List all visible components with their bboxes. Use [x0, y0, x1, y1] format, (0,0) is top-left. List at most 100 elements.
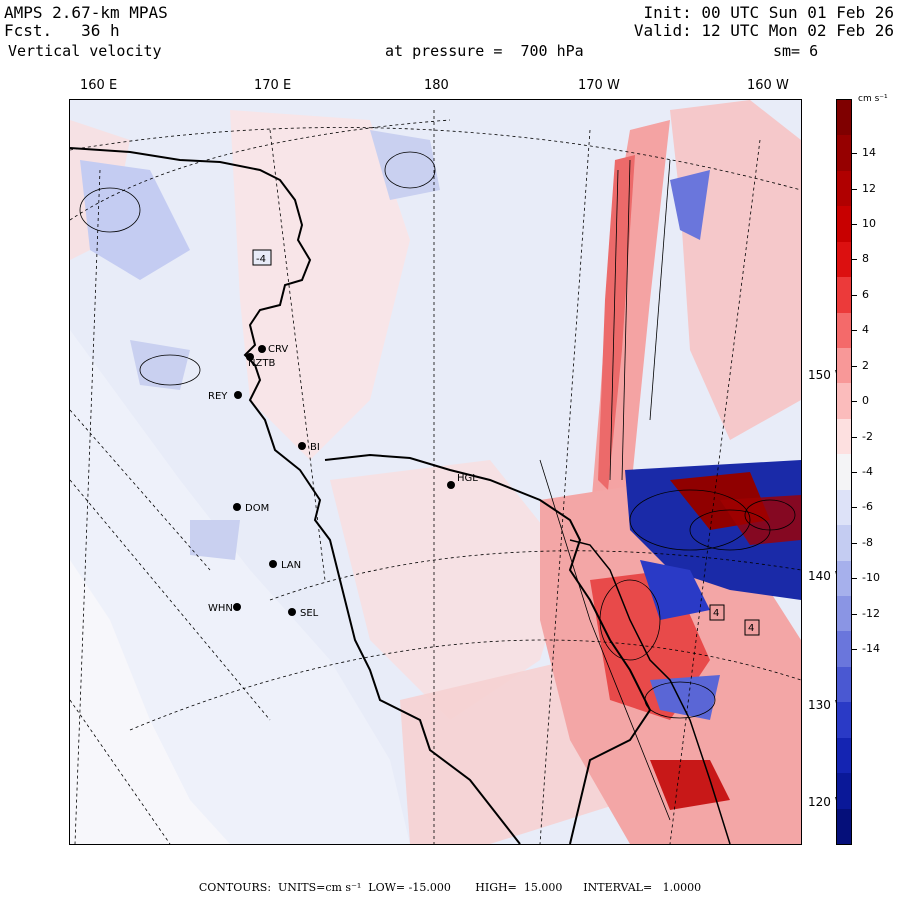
ice-shelf-edge [324, 453, 652, 844]
colorbar-segment [837, 489, 851, 526]
colorbar-tick-label: 6 [862, 287, 869, 301]
vertical-velocity-map: CRV NZTB REY BI DOM LAN WHN SEL HGL -4 4 [69, 99, 802, 845]
colorbar-segment [837, 383, 851, 420]
colorbar-tick [851, 507, 857, 509]
max-box-label: 4 [713, 608, 719, 619]
colorbar-tick [851, 542, 857, 544]
positive-band-core [598, 155, 635, 490]
lon-label-170w: 170 W [578, 78, 620, 93]
colorbar-tick-label: -12 [862, 606, 880, 620]
lon-label-160w: 160 W [747, 78, 789, 93]
colorbar-tick [851, 224, 857, 225]
colorbar-tick-label: -14 [862, 642, 880, 656]
negative-region [190, 520, 240, 560]
positive-region [330, 460, 570, 720]
colorbar-tick [851, 472, 857, 473]
station-label-crv: CRV [268, 344, 288, 355]
station-dot-lan [269, 560, 277, 568]
colorbar-segment [837, 631, 851, 668]
station-label-nztb: NZTB [248, 358, 275, 369]
ice-shelf-region [70, 560, 230, 844]
colorbar-tick-label: 8 [862, 252, 869, 266]
coastline [70, 147, 521, 844]
colorbar-segment [837, 312, 851, 349]
station-dot-bi [298, 442, 306, 450]
station-dot-crv [258, 345, 266, 353]
station-label-whn: WHN [208, 603, 233, 614]
colorbar-tick [851, 330, 857, 332]
negative-region [670, 170, 710, 240]
colorbar-tick [851, 153, 857, 155]
colorbar-tick-label: -8 [862, 535, 873, 549]
field-name: Vertical velocity [8, 42, 162, 60]
colorbar-tick [851, 613, 857, 615]
station-dot-sel [288, 608, 296, 616]
lon-label-170e: 170 E [254, 78, 292, 93]
graticule [70, 110, 801, 844]
colorbar-segment [837, 525, 851, 562]
negative-region [370, 130, 440, 200]
station-label-hgl: HGL [457, 473, 478, 484]
extremum-boxes: -4 4 4 [252, 249, 760, 636]
positive-core [720, 495, 801, 545]
pressure-level: at pressure = 700 hPa [385, 42, 584, 60]
colorbar-tick-label: 10 [862, 217, 876, 230]
min-box [252, 249, 272, 266]
colorbar-segment [837, 206, 851, 243]
colorbar-segment [837, 560, 851, 597]
colorbar-segment [837, 596, 851, 632]
contour-lines [79, 151, 796, 821]
positive-region [230, 110, 410, 460]
colorbar-tick-label: 2 [862, 358, 869, 372]
model-title: AMPS 2.67-km MPAS [4, 3, 168, 22]
station-label-dom: DOM [245, 503, 269, 514]
colorbar-segment [837, 418, 851, 455]
init-time: Init: 00 UTC Sun 01 Feb 26 [643, 3, 894, 22]
land-region [70, 330, 410, 844]
lon-label-180: 180 [424, 78, 449, 93]
lon-label-160e: 160 E [80, 78, 118, 93]
smoothing-label: sm= 6 [773, 42, 819, 60]
color-scale-bar [836, 99, 852, 845]
colorbar-tick [851, 188, 857, 190]
colorbar-tick-label: -6 [862, 500, 873, 514]
colorbar-tick-label: 0 [862, 394, 869, 408]
station-label-rey: REY [208, 391, 228, 402]
colorbar-segment [837, 737, 851, 774]
station-label-bi: BI [310, 442, 320, 453]
max-box [744, 619, 760, 636]
valid-time: Valid: 12 UTC Mon 02 Feb 26 [633, 21, 894, 40]
colorbar-segment [837, 348, 851, 384]
station-dot-dom [233, 503, 241, 511]
station-label-lan: LAN [281, 560, 301, 571]
forecast-hour: Fcst. 36 h [4, 21, 120, 40]
colorbar-tick [851, 365, 857, 367]
colorbar-segment [837, 702, 851, 739]
colorbar-tick [851, 259, 857, 261]
colorbar-tick-label: 14 [862, 146, 876, 160]
colorbar-segment [837, 277, 851, 314]
colorbar-tick-label: 12 [862, 181, 876, 195]
min-box-label: -4 [256, 254, 266, 265]
colorbar-segment [837, 454, 851, 491]
colorbar-segment [837, 100, 851, 136]
colorbar-tick [851, 401, 857, 403]
station-dot-rey [234, 391, 242, 399]
colorbar-tick [851, 294, 857, 296]
colorbar-segment [837, 773, 851, 810]
colorbar-tick-label: -10 [862, 571, 880, 585]
colorbar-segment [837, 135, 851, 172]
negative-region [80, 160, 190, 280]
colorbar-segment [837, 808, 851, 845]
station-label-sel: SEL [300, 608, 319, 619]
colorbar-tick [851, 436, 857, 438]
colorbar-segment [837, 170, 851, 207]
contour-info-footer: CONTOURS: UNITS=cm s⁻¹ LOW= -15.000 HIGH… [198, 881, 702, 894]
negative-region [130, 340, 190, 390]
station-dot-hgl [447, 481, 455, 489]
positive-core [650, 760, 730, 810]
max-box [709, 604, 725, 621]
max-box-label: 4 [748, 623, 754, 634]
colorbar-units: cm s⁻¹ [858, 94, 888, 104]
colorbar-segment [837, 666, 851, 703]
